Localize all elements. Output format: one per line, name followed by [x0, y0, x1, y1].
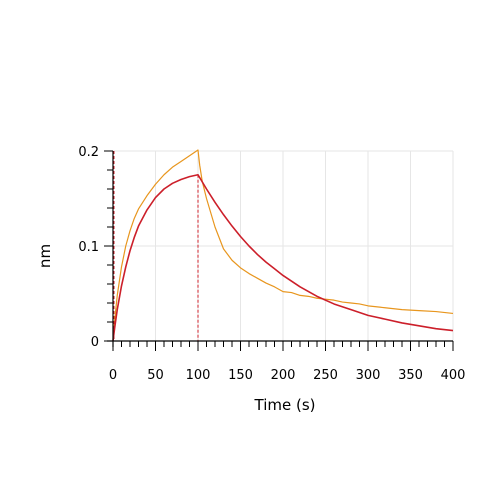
y-axis-title: nm: [36, 244, 54, 268]
measured-curve: [112, 149, 454, 340]
x-tick-label: 100: [186, 368, 211, 383]
x-tick-label: 50: [147, 368, 164, 383]
tick-labels: 0 50 100 150 200 250 300 350 400 0 0.1 0.2: [78, 145, 465, 383]
x-tick-label: 200: [271, 368, 296, 383]
x-tick-label: 0: [109, 368, 117, 383]
y-tick-label: 0: [91, 335, 99, 350]
grid: [113, 150, 454, 341]
x-tick-label: 400: [441, 368, 466, 383]
y-tick-label: 0.2: [78, 145, 99, 160]
axes: [104, 150, 454, 351]
x-tick-label: 350: [398, 368, 423, 383]
series-layer: [112, 149, 454, 342]
x-tick-label: 150: [228, 368, 253, 383]
x-axis-title: Time (s): [254, 396, 316, 414]
y-tick-label: 0.1: [78, 240, 99, 255]
x-tick-label: 250: [313, 368, 338, 383]
fit-curve: [112, 173, 454, 342]
x-tick-label: 300: [356, 368, 381, 383]
